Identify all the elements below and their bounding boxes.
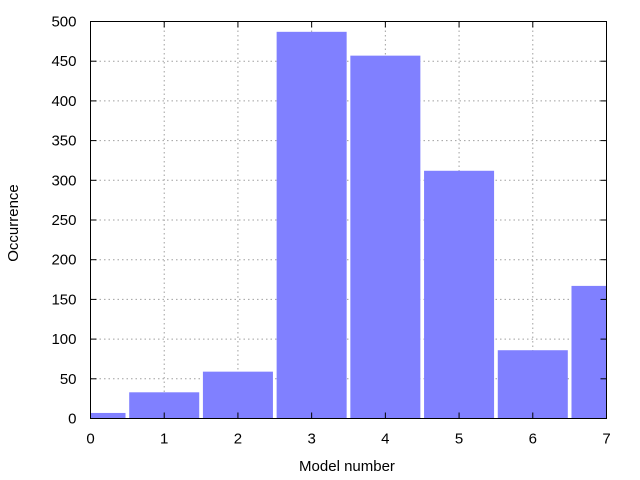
x-axis-title: Model number	[299, 458, 395, 475]
x-tick-label: 7	[602, 431, 610, 448]
axis-ticks	[90, 21, 607, 419]
y-tick-label: 50	[60, 371, 77, 388]
bar-model-0	[90, 412, 126, 419]
y-tick-label: 200	[51, 252, 76, 269]
bar-model-4	[350, 55, 421, 419]
y-tick-label: 100	[51, 331, 76, 348]
y-tick-label: 250	[51, 212, 76, 229]
bar-model-3	[276, 31, 347, 419]
bar-model-6	[497, 350, 568, 419]
x-tick-label: 2	[234, 431, 242, 448]
y-tick-label: 0	[68, 411, 76, 428]
y-tick-label: 450	[51, 53, 76, 70]
bar-model-2	[202, 371, 273, 419]
x-tick-label: 6	[529, 431, 537, 448]
y-tick-label: 500	[51, 14, 76, 31]
grid-lines	[90, 21, 607, 419]
x-tick-label: 4	[381, 431, 389, 448]
y-tick-label: 350	[51, 133, 76, 150]
tick-labels: 0 50 100 150 200 250 300 350 400 450 500 0 1 2 3 4 5 6 7	[51, 14, 610, 448]
y-tick-label: 300	[51, 172, 76, 189]
y-axis-title: Occurrence	[5, 184, 22, 262]
bars	[90, 31, 607, 419]
x-tick-label: 5	[455, 431, 463, 448]
x-tick-label: 0	[86, 431, 94, 448]
y-tick-label: 150	[51, 291, 76, 308]
x-tick-label: 1	[160, 431, 168, 448]
bar-model-7	[571, 285, 607, 419]
bar-model-5	[424, 170, 495, 419]
y-tick-label: 400	[51, 93, 76, 110]
x-tick-label: 3	[307, 431, 315, 448]
